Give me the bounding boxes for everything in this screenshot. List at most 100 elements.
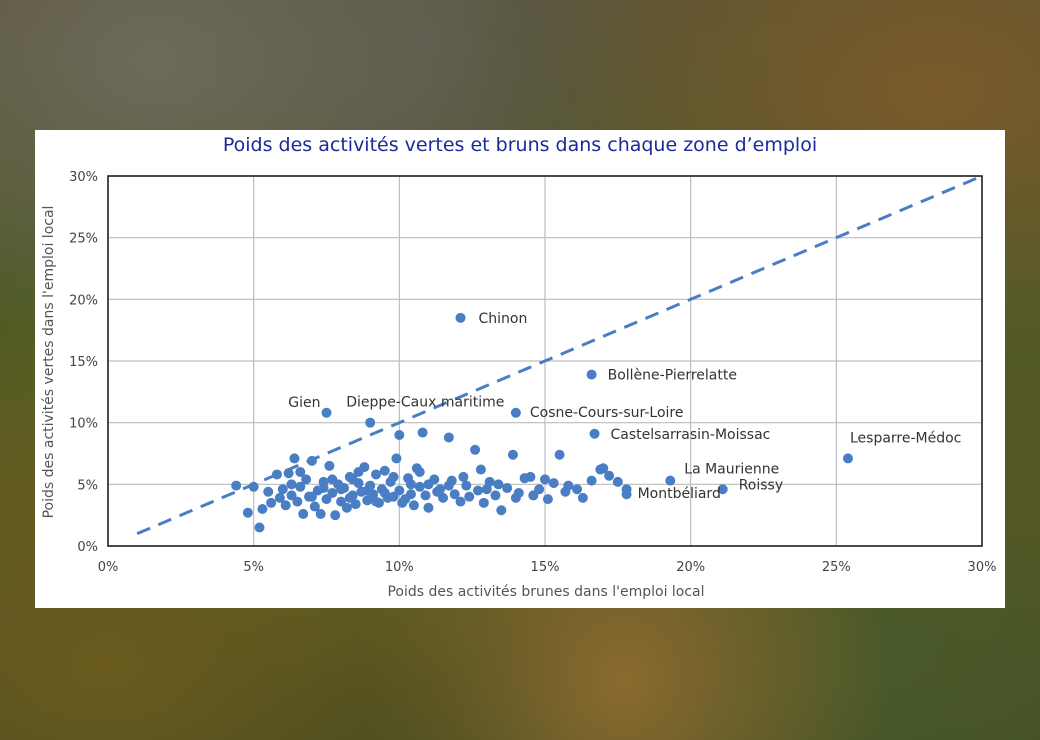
scatter-point bbox=[414, 467, 425, 477]
scatter-point bbox=[470, 444, 481, 455]
scatter-point bbox=[496, 505, 507, 516]
scatter-point bbox=[391, 453, 402, 464]
x-tick-label: 10% bbox=[385, 560, 414, 575]
scatter-point bbox=[510, 492, 521, 503]
x-tick-label: 5% bbox=[243, 560, 264, 575]
scatter-point bbox=[306, 455, 317, 466]
scatter-point bbox=[493, 479, 504, 490]
scatter-point bbox=[344, 492, 355, 503]
point-label: Cosne-Cours-sur-Loire bbox=[530, 405, 684, 421]
scatter-point bbox=[481, 484, 492, 495]
scatter-point bbox=[318, 483, 329, 494]
point-label: Lesparre-Médoc bbox=[850, 430, 961, 446]
point-label: Dieppe-Caux maritime bbox=[346, 395, 504, 411]
scatter-point bbox=[478, 497, 489, 508]
scatter-point bbox=[315, 508, 326, 519]
scatter-point bbox=[435, 484, 446, 495]
labeled-point bbox=[586, 369, 597, 380]
scatter-point bbox=[542, 494, 553, 505]
scatter-point bbox=[572, 484, 583, 495]
scatter-point bbox=[475, 464, 486, 475]
reference-diagonal-line bbox=[136, 174, 983, 536]
labeled-point bbox=[510, 407, 521, 418]
scatter-point bbox=[449, 489, 460, 500]
scatter-point bbox=[394, 485, 405, 496]
scatter-point bbox=[266, 497, 277, 508]
scatter-point bbox=[298, 508, 309, 519]
scatter-point bbox=[525, 471, 536, 482]
scatter-point bbox=[423, 479, 434, 490]
y-tick-label: 15% bbox=[69, 355, 98, 370]
scatter-point bbox=[388, 471, 399, 482]
labeled-point bbox=[621, 489, 632, 500]
x-tick-label: 20% bbox=[676, 560, 705, 575]
scatter-point bbox=[295, 481, 306, 492]
scatter-point bbox=[280, 500, 291, 511]
scatter-point bbox=[414, 481, 425, 492]
scatter-point bbox=[464, 491, 475, 502]
y-tick-label: 30% bbox=[69, 170, 98, 185]
scatter-point bbox=[502, 483, 513, 494]
y-tick-label: 5% bbox=[77, 478, 98, 493]
point-label: Roissy bbox=[739, 477, 783, 493]
labeled-point bbox=[717, 484, 728, 495]
scatter-point bbox=[405, 489, 416, 500]
scatter-point bbox=[254, 522, 265, 533]
point-label: Castelsarrasin-Moissac bbox=[611, 427, 771, 443]
labeled-point bbox=[365, 417, 376, 428]
point-label: La Maurienne bbox=[684, 462, 779, 478]
scatter-point bbox=[283, 468, 294, 479]
scatter-point bbox=[248, 481, 259, 492]
scatter-point bbox=[577, 492, 588, 503]
labeled-point bbox=[321, 407, 332, 418]
scatter-point bbox=[371, 496, 382, 507]
scatter-point bbox=[362, 485, 373, 496]
chart-card: Poids des activités vertes et bruns dans… bbox=[35, 130, 1005, 608]
scatter-point bbox=[420, 490, 431, 501]
scatter-point bbox=[353, 467, 364, 477]
scatter-point bbox=[277, 484, 288, 495]
scatter-point bbox=[336, 484, 347, 495]
scatter-point bbox=[274, 492, 285, 503]
y-tick-label: 20% bbox=[69, 293, 98, 308]
scatter-point bbox=[455, 496, 466, 507]
scatter-point bbox=[554, 449, 565, 460]
scatter-point bbox=[257, 504, 268, 514]
y-tick-label: 10% bbox=[69, 417, 98, 432]
scatter-point bbox=[271, 469, 282, 480]
chart-title: Poids des activités vertes et bruns dans… bbox=[222, 134, 818, 156]
scatter-point bbox=[423, 502, 434, 513]
scatter-point bbox=[417, 427, 428, 438]
scatter-point bbox=[379, 487, 390, 498]
scatter-point bbox=[598, 463, 609, 474]
point-label: Bollène-Pierrelatte bbox=[608, 368, 737, 384]
scatter-point bbox=[534, 484, 545, 495]
scatter-point bbox=[295, 467, 306, 477]
scatter-point bbox=[443, 432, 454, 443]
point-label: Chinon bbox=[479, 311, 528, 327]
x-tick-label: 25% bbox=[822, 560, 851, 575]
scatter-point bbox=[472, 485, 483, 496]
scatter-point bbox=[327, 487, 338, 498]
point-label: Montbéliard bbox=[638, 486, 721, 502]
scatter-point bbox=[612, 476, 623, 487]
scatter-point bbox=[405, 479, 416, 490]
scatter-point bbox=[397, 497, 408, 508]
scatter-point bbox=[563, 480, 574, 491]
labeled-point bbox=[665, 475, 676, 486]
point-label: Gien bbox=[288, 395, 320, 411]
labeled-point bbox=[842, 453, 853, 464]
scatter-plot: 0% 5% 10% 15% 20% 25% 30% 0% 5% 10% 15% 20% 25% 30% C… bbox=[41, 170, 996, 600]
scatter-point bbox=[324, 460, 335, 471]
y-tick-label: 25% bbox=[69, 232, 98, 247]
scatter-point bbox=[379, 465, 390, 476]
scatter-point bbox=[586, 475, 597, 486]
scatter-point bbox=[309, 501, 320, 512]
scatter-point bbox=[490, 490, 501, 501]
x-tick-label: 0% bbox=[98, 560, 119, 575]
scatter-point bbox=[327, 474, 338, 485]
y-axis-title: Poids des activités vertes dans l'emploi… bbox=[41, 206, 57, 519]
scatter-point bbox=[548, 478, 559, 489]
scatter-point bbox=[263, 486, 274, 497]
scatter-point bbox=[289, 453, 300, 464]
